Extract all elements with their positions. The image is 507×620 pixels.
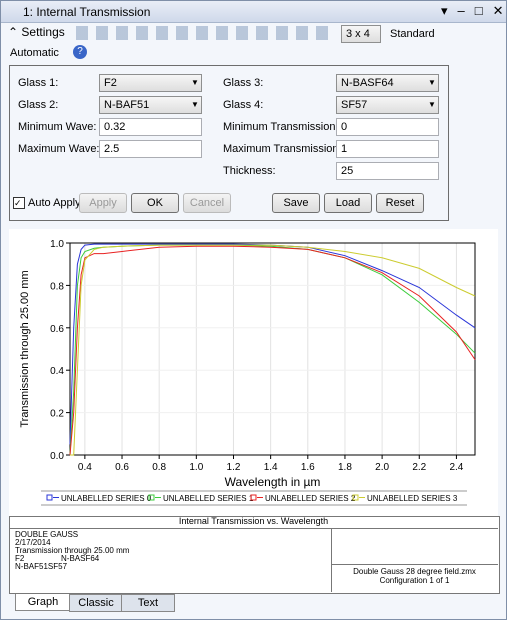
- button[interactable]: Apply: [79, 193, 127, 213]
- x-tick-label: 1.4: [264, 462, 278, 473]
- x-axis-label: Wavelength in µm: [225, 475, 321, 489]
- text-input[interactable]: 1: [336, 140, 439, 158]
- plot-frame: [69, 242, 476, 456]
- info-text: Double Gauss 28 degree field.zmx: [353, 567, 476, 576]
- settings-label: Settings: [21, 25, 65, 39]
- dropdown[interactable]: F2: [99, 74, 202, 92]
- field-label: Maximum Wave:: [18, 143, 100, 155]
- window-title: 1: Internal Transmission: [23, 5, 151, 19]
- toolbar-icons[interactable]: [76, 26, 336, 40]
- dropdown-arrow[interactable]: ▼: [191, 78, 199, 87]
- checkbox[interactable]: ✓: [13, 197, 25, 209]
- legend-swatch: [352, 494, 359, 501]
- field-label: Minimum Transmission:: [223, 121, 339, 133]
- x-tick-label: 1.0: [189, 462, 203, 473]
- field-label: Maximum Transmission:: [223, 143, 342, 155]
- legend-label: UNLABELLED SERIES 1: [163, 494, 254, 503]
- series-line: [69, 245, 476, 456]
- info-text: N-BAF51SF57: [15, 562, 68, 571]
- series-line: [69, 243, 476, 445]
- tab[interactable]: Classic: [69, 594, 123, 612]
- x-tick-label: 0.8: [152, 462, 166, 473]
- x-tick-label: 1.6: [301, 462, 315, 473]
- button[interactable]: Cancel: [183, 193, 231, 213]
- x-tick-label: 0.6: [115, 462, 129, 473]
- y-tick-label: 0.8: [50, 281, 64, 292]
- info-divider: [331, 529, 332, 592]
- button[interactable]: OK: [131, 193, 179, 213]
- field-label: Glass 3:: [223, 77, 264, 89]
- dropdown-arrow[interactable]: ▼: [191, 100, 199, 109]
- y-tick-label: 0.0: [50, 451, 64, 462]
- style-dropdown[interactable]: Standard: [390, 28, 435, 40]
- y-tick-label: 1.0: [50, 239, 64, 250]
- tab[interactable]: Graph: [15, 594, 71, 611]
- field-label: Thickness:: [223, 165, 276, 177]
- text-input[interactable]: 2.5: [99, 140, 202, 158]
- x-tick-label: 2.0: [375, 462, 389, 473]
- y-axis-label: Transmission through 25.00 mm: [19, 270, 31, 427]
- info-text: F2: [15, 554, 25, 563]
- info-title: Internal Transmission vs. Wavelength: [9, 516, 498, 529]
- legend-label: UNLABELLED SERIES 0: [61, 494, 152, 503]
- info-text: 2/17/2014: [15, 538, 51, 547]
- button[interactable]: Reset: [376, 193, 424, 213]
- chart-area: [9, 229, 498, 516]
- text-input[interactable]: 0: [336, 118, 439, 136]
- field-label: Minimum Wave:: [18, 121, 97, 133]
- info-text: DOUBLE GAUSS: [15, 530, 79, 539]
- help-icon[interactable]: ?: [73, 45, 87, 59]
- y-tick-label: 0.6: [50, 324, 64, 335]
- dropdown-arrow[interactable]: ▼: [428, 78, 436, 87]
- legend-swatch: [46, 494, 53, 501]
- dropdown[interactable]: SF57: [336, 96, 439, 114]
- info-text: Transmission through 25.00 mm: [15, 546, 130, 555]
- title-bar: [1, 1, 506, 23]
- y-tick-label: 0.2: [50, 409, 64, 420]
- x-tick-label: 1.8: [338, 462, 352, 473]
- chart: 0.4 0.6 0.8 1.0 1.2 1.4 1.6 1.8 2.0 2.2 2.4 0.0 0.2 0…: [19, 239, 476, 506]
- x-tick-label: 2.2: [412, 462, 426, 473]
- info-divider: [331, 564, 498, 565]
- dropdown[interactable]: N-BASF64: [336, 74, 439, 92]
- button[interactable]: Save: [272, 193, 320, 213]
- field-label: Glass 2:: [18, 99, 59, 111]
- legend-label: UNLABELLED SERIES 2: [265, 494, 356, 503]
- field-label: Glass 1:: [18, 77, 59, 89]
- scale-dropdown[interactable]: Automatic: [10, 47, 59, 59]
- x-tick-label: 1.2: [227, 462, 241, 473]
- tab[interactable]: Text: [121, 594, 175, 612]
- settings-toggle[interactable]: ⌃ Settings: [8, 25, 65, 39]
- text-input[interactable]: 25: [336, 162, 439, 180]
- button[interactable]: Load: [324, 193, 372, 213]
- window-controls[interactable]: ▾–□✕: [441, 3, 507, 18]
- text-input[interactable]: 0.32: [99, 118, 202, 136]
- x-tick-label: 2.4: [449, 462, 463, 473]
- legend-swatch: [250, 494, 257, 501]
- legend-swatch: [148, 494, 155, 501]
- info-text: N-BASF64: [61, 554, 100, 563]
- x-tick-label: 0.4: [78, 462, 92, 473]
- series-line: [70, 244, 476, 456]
- info-text: Configuration 1 of 1: [379, 576, 450, 585]
- legend-label: UNLABELLED SERIES 3: [367, 494, 458, 503]
- layout-dropdown[interactable]: 3 x 4: [341, 25, 381, 43]
- info-box: [9, 516, 500, 594]
- dropdown[interactable]: N-BAF51: [99, 96, 202, 114]
- field-label: Glass 4:: [223, 99, 264, 111]
- series-line: [69, 244, 476, 456]
- auto-apply-label: Auto Apply: [28, 197, 81, 209]
- dropdown-arrow[interactable]: ▼: [428, 100, 436, 109]
- y-tick-label: 0.4: [50, 366, 64, 377]
